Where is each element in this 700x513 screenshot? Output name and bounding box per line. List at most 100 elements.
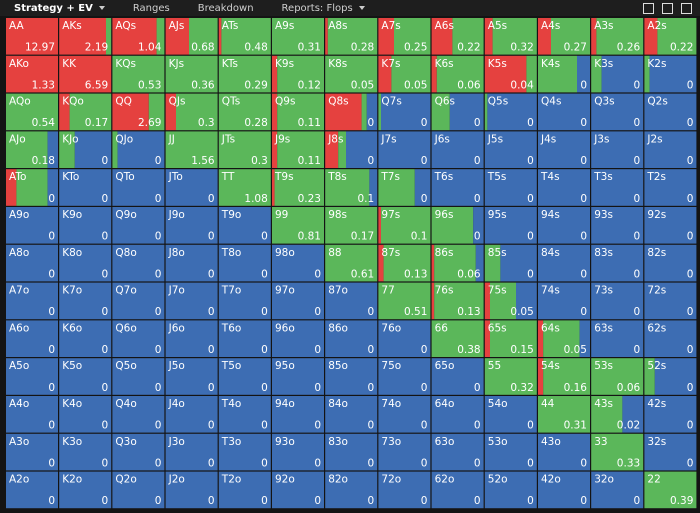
strategy-bar bbox=[577, 55, 590, 93]
ev-value: 2.19 bbox=[85, 42, 108, 54]
strategy-bar bbox=[366, 93, 378, 131]
ev-value: 0 bbox=[580, 457, 587, 469]
hand-label: 84s bbox=[541, 247, 560, 259]
hand-label: T5o bbox=[221, 360, 242, 372]
hand-label: A5o bbox=[9, 360, 29, 372]
icon[interactable] bbox=[681, 3, 692, 14]
hand-label: Q2s bbox=[647, 96, 667, 108]
hand-label: T9o bbox=[221, 209, 242, 221]
tab[interactable]: Strategy + EV bbox=[14, 3, 105, 14]
ev-value: 0 bbox=[48, 268, 55, 280]
hand-label: 73o bbox=[381, 436, 401, 448]
ev-value: 0 bbox=[421, 495, 428, 507]
hand-label: QQ bbox=[115, 96, 132, 108]
hand-label: KQs bbox=[115, 58, 136, 70]
strategy-bar bbox=[644, 169, 697, 206]
ev-value: 0 bbox=[155, 457, 162, 469]
tab-label: Strategy + EV bbox=[14, 2, 93, 14]
strategy-bar bbox=[218, 131, 271, 168]
strategy-bar bbox=[378, 18, 394, 55]
hand-label: Q9o bbox=[115, 209, 136, 221]
ev-value: 0 bbox=[102, 231, 109, 243]
ev-value: 0 bbox=[208, 495, 215, 507]
strategy-bar bbox=[274, 169, 324, 206]
icon[interactable] bbox=[643, 3, 654, 14]
tab[interactable]: Breakdown bbox=[198, 3, 254, 14]
strategy-bar bbox=[165, 169, 218, 206]
hand-label: A4o bbox=[9, 398, 29, 410]
tab-label: Breakdown bbox=[197, 2, 254, 14]
hand-label: AJs bbox=[169, 20, 185, 32]
strategy-bar bbox=[218, 433, 271, 471]
strategy-bar bbox=[434, 244, 476, 282]
strategy-bar bbox=[59, 471, 112, 509]
hand-label: Q8o bbox=[115, 247, 136, 259]
strategy-bar bbox=[112, 358, 165, 395]
strategy-bar bbox=[327, 18, 378, 55]
ev-value: 0 bbox=[208, 420, 215, 432]
strategy-bar bbox=[361, 93, 367, 131]
hand-label: A6s bbox=[435, 20, 454, 32]
ev-value: 0.23 bbox=[298, 193, 321, 205]
hand-label: Q8s bbox=[328, 96, 348, 108]
ev-value: 0 bbox=[527, 231, 534, 243]
ev-value: 0 bbox=[687, 79, 694, 91]
strategy-bar bbox=[47, 131, 58, 168]
ev-value: 0.1 bbox=[357, 193, 374, 205]
strategy-bar bbox=[452, 18, 484, 55]
strategy-bar bbox=[551, 18, 590, 55]
hand-label: A7s bbox=[381, 20, 400, 32]
strategy-bar bbox=[59, 282, 112, 320]
hand-label: 84o bbox=[328, 398, 348, 410]
ev-value: 0 bbox=[48, 193, 55, 205]
ev-value: 0 bbox=[368, 420, 375, 432]
hand-label: A3s bbox=[594, 20, 613, 32]
hand-label: 88 bbox=[328, 247, 341, 259]
strategy-bar bbox=[272, 471, 324, 509]
strategy-bar bbox=[431, 358, 484, 395]
hand-label: KJo bbox=[62, 133, 78, 145]
hand-label: K5s bbox=[488, 58, 507, 70]
ev-value: 12.97 bbox=[25, 42, 55, 54]
hand-label: K7o bbox=[62, 285, 82, 297]
strategy-bar bbox=[272, 282, 324, 320]
ev-value: 0 bbox=[634, 268, 641, 280]
hand-label: 82o bbox=[328, 474, 348, 486]
hand-label: A4s bbox=[541, 20, 560, 32]
ev-value: 0 bbox=[208, 457, 215, 469]
ev-value: 0.16 bbox=[564, 382, 588, 394]
strategy-bar bbox=[431, 169, 484, 206]
ev-value: 0 bbox=[474, 231, 481, 243]
ev-value: 0 bbox=[368, 306, 375, 318]
strategy-bar bbox=[579, 320, 590, 357]
ev-value: 0.06 bbox=[457, 79, 481, 91]
hand-label: TT bbox=[221, 171, 235, 183]
hand-label: Q4s bbox=[541, 96, 561, 108]
hand-label: KQo bbox=[62, 96, 84, 108]
strategy-bar bbox=[325, 282, 378, 320]
strategy-bar bbox=[431, 207, 474, 244]
ev-value: 0.81 bbox=[298, 231, 321, 243]
ev-value: 0.53 bbox=[138, 79, 161, 91]
strategy-bar bbox=[272, 396, 324, 433]
ev-value: 0 bbox=[48, 306, 55, 318]
hand-label: J9o bbox=[168, 209, 185, 221]
hand-label: 93s bbox=[594, 209, 613, 221]
ev-value: 0.18 bbox=[32, 155, 55, 167]
tab[interactable]: Ranges bbox=[133, 3, 170, 14]
hand-label: 96s bbox=[435, 209, 454, 221]
hand-label: 83s bbox=[594, 247, 613, 259]
strategy-bar bbox=[189, 18, 218, 55]
ev-value: 0.27 bbox=[564, 42, 587, 54]
ev-value: 0.11 bbox=[298, 155, 321, 167]
strategy-bar bbox=[112, 169, 165, 206]
hand-label: 63s bbox=[594, 322, 613, 334]
ev-value: 0 bbox=[261, 268, 268, 280]
strategy-bar bbox=[378, 396, 431, 433]
tab[interactable]: Reports: Flops bbox=[282, 3, 365, 14]
strategy-bar bbox=[59, 207, 112, 244]
hand-label: AQs bbox=[115, 20, 136, 32]
hand-label: A9s bbox=[275, 20, 294, 32]
icon[interactable] bbox=[662, 3, 673, 14]
